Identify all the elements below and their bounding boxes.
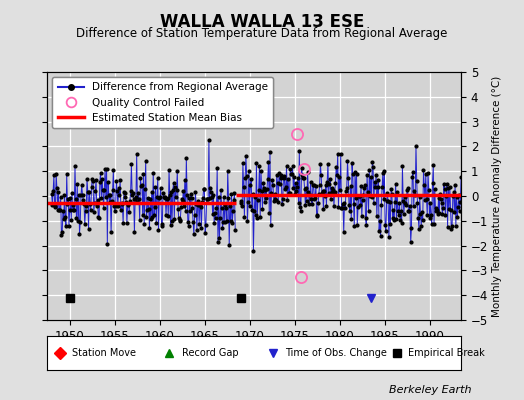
Text: WALLA WALLA 13 ESE: WALLA WALLA 13 ESE [160,13,364,31]
Y-axis label: Monthly Temperature Anomaly Difference (°C): Monthly Temperature Anomaly Difference (… [493,75,503,317]
Text: Station Move: Station Move [72,348,136,358]
Text: Difference of Station Temperature Data from Regional Average: Difference of Station Temperature Data f… [77,28,447,40]
Text: Time of Obs. Change: Time of Obs. Change [285,348,387,358]
Legend: Difference from Regional Average, Quality Control Failed, Estimated Station Mean: Difference from Regional Average, Qualit… [52,77,273,128]
Text: Empirical Break: Empirical Break [408,348,485,358]
Text: Berkeley Earth: Berkeley Earth [389,385,472,395]
Text: Record Gap: Record Gap [182,348,238,358]
